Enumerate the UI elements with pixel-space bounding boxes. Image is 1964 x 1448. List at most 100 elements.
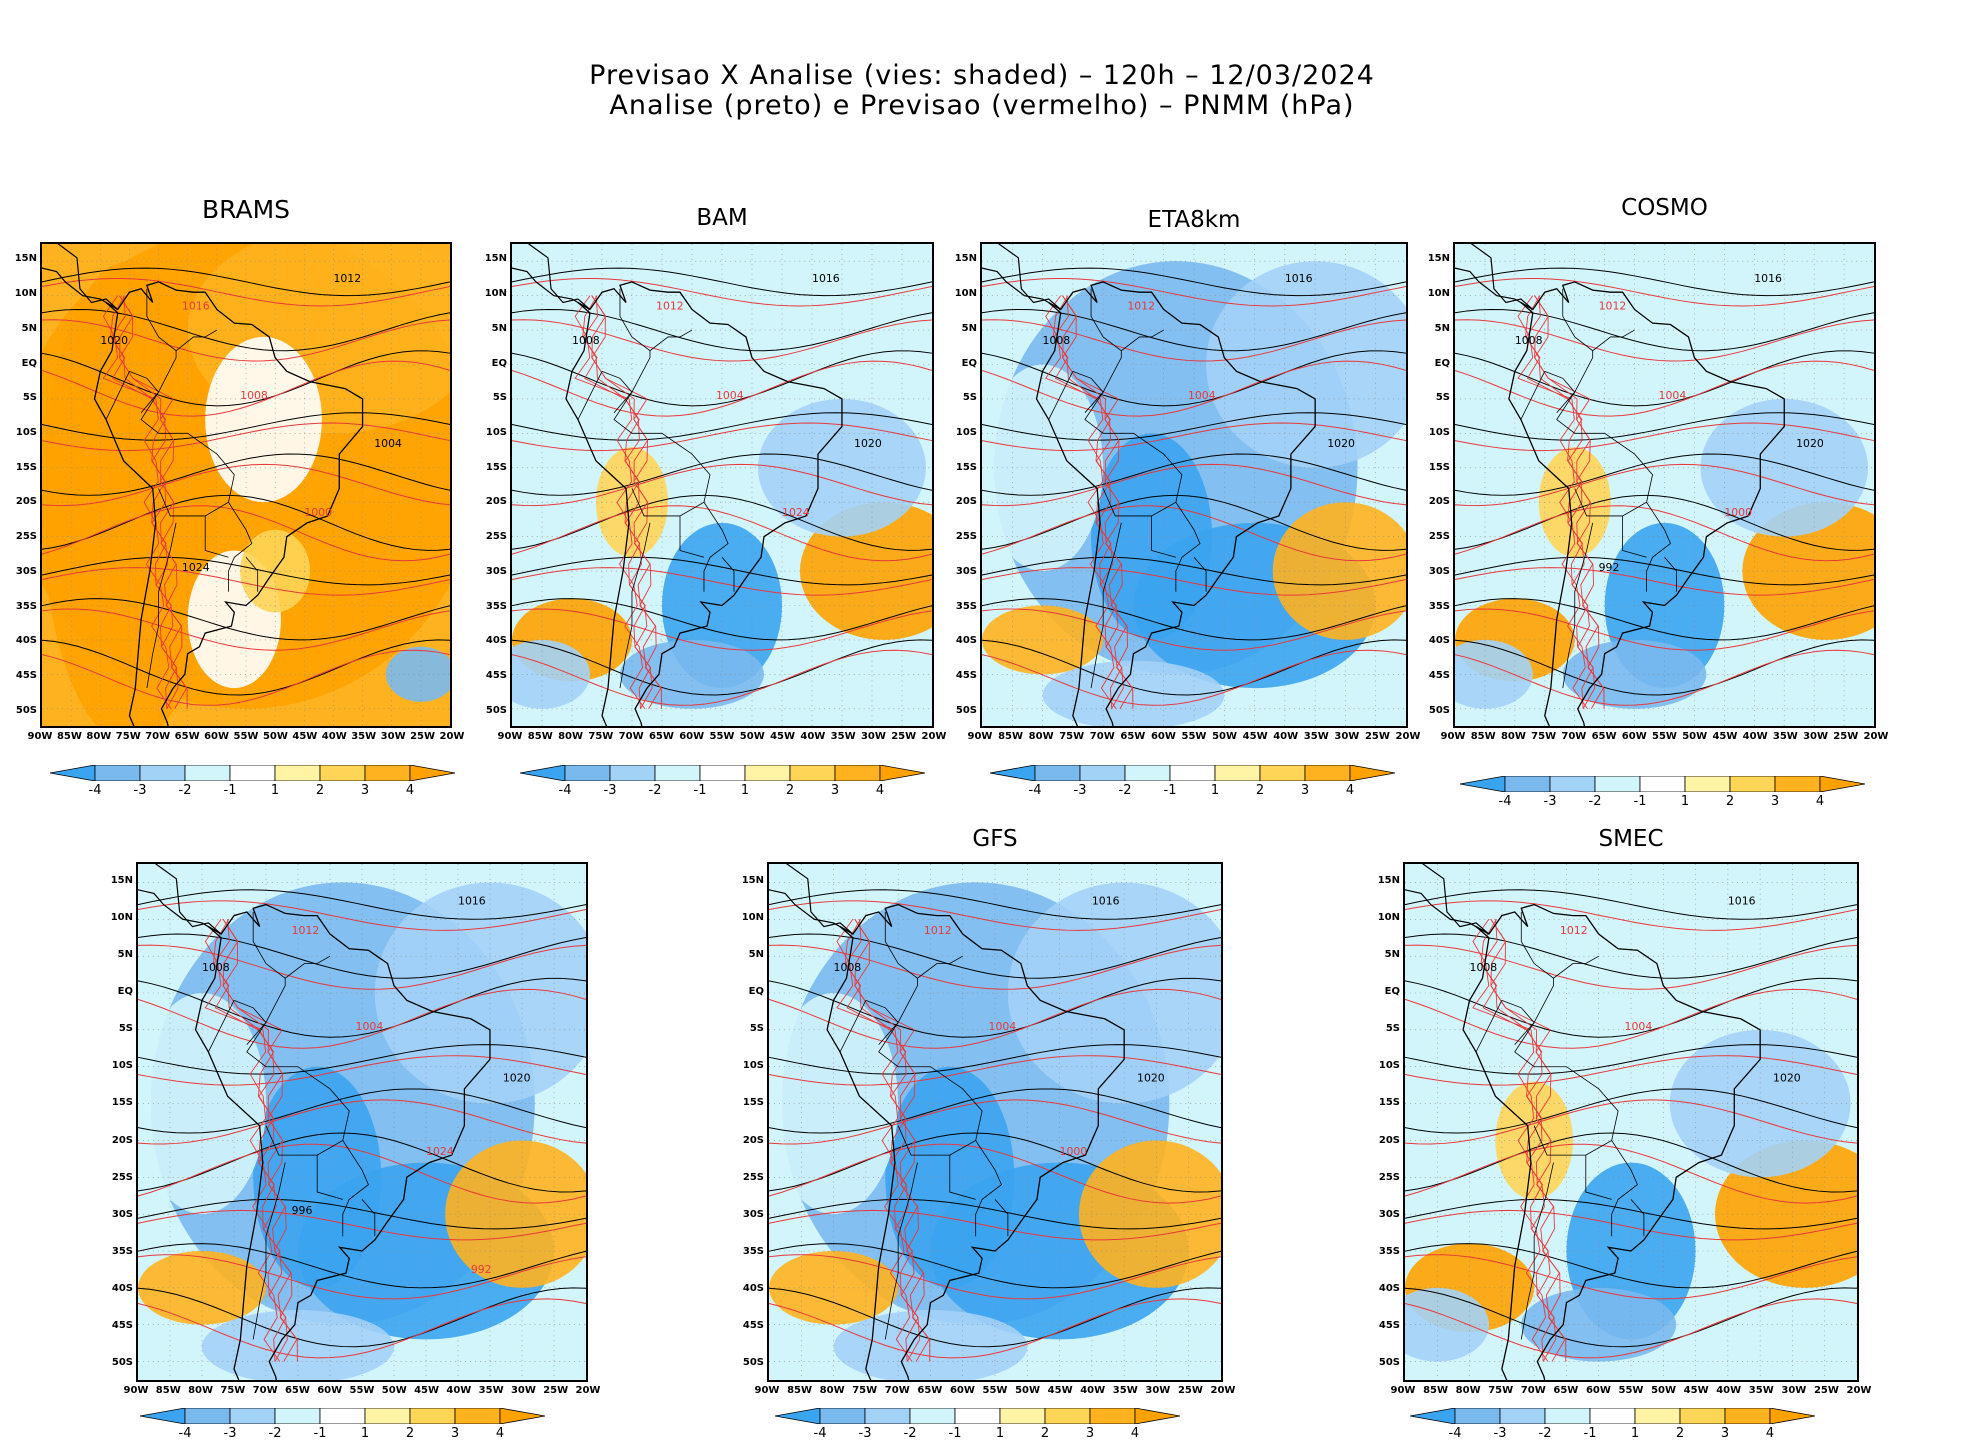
country-border [839, 1000, 867, 1053]
bias-shade-patch [1455, 639, 1533, 709]
bias-shade-patch [201, 1310, 394, 1380]
analysis-isobar [512, 639, 932, 696]
colorbar-tick-label: 3 [1770, 794, 1780, 809]
longitude-tick-label: 80W [819, 1385, 845, 1396]
latitude-tick-label: 20S [1378, 1134, 1400, 1146]
analysis-isobar [138, 1088, 586, 1134]
isobar-value-label: 1012 [1599, 299, 1627, 312]
forecast-isobar [42, 567, 450, 596]
analysis-isobar [769, 1132, 1221, 1193]
longitude-tick-label: 90W [27, 731, 53, 742]
colorbar-tick-label: 4 [495, 1426, 505, 1441]
country-border [1646, 502, 1671, 592]
latitude-tick-label: 25S [742, 1171, 764, 1183]
andes-isobar [844, 919, 919, 1362]
colorbar-tick-label: 3 [1720, 1426, 1730, 1441]
analysis-isobar [1455, 556, 1874, 586]
latitude-tick-label: 35S [15, 600, 37, 612]
colorbar-tick-label: 2 [1040, 1426, 1050, 1441]
colorbar-tick-label: -1 [1163, 783, 1177, 798]
country-border [252, 1162, 286, 1340]
isobar-value-label: 1016 [182, 299, 210, 312]
central-america-coast [512, 244, 591, 310]
south-america-coast [565, 281, 843, 726]
latitude-tick-label: 45S [111, 1320, 133, 1332]
colorbar-segment [654, 765, 701, 781]
forecast-isobar [982, 505, 1406, 562]
colorbar-segment [699, 765, 746, 781]
isobar-value-label: 1012 [1127, 299, 1155, 312]
latitude-tick-label: 30S [955, 565, 977, 577]
latitude-tick-label: 30S [111, 1208, 133, 1220]
analysis-isobar [1405, 933, 1857, 979]
analysis-isobar [769, 1287, 1221, 1348]
latitude-tick-label: 35S [111, 1246, 133, 1257]
forecast-isobar [1405, 1209, 1857, 1241]
longitude-tick-label: 20W [1210, 1385, 1236, 1396]
longitude-tick-label: 50W [739, 731, 765, 742]
panel-title: BAM [696, 205, 748, 231]
country-border [1151, 515, 1176, 558]
latitude-tick-label: 45S [742, 1320, 764, 1332]
panel-title: COSMO [1621, 195, 1708, 221]
isobar-value-label: 1008 [1515, 334, 1543, 347]
latitude-tick-label: EQ [1384, 986, 1400, 997]
analysis-isobar [769, 1243, 1221, 1289]
country-border [577, 371, 603, 420]
latitude-tick-label: 10N [954, 288, 977, 300]
country-border [105, 371, 130, 420]
colorbar-segment [1774, 776, 1821, 792]
colorbar-segment [775, 1408, 821, 1424]
bias-colorbar: -4 -3 -2 -1 1 2 3 4 [1410, 1408, 1815, 1448]
longitude-tick-label: 85W [155, 1385, 181, 1396]
colorbar-segment [499, 1408, 545, 1424]
forecast-isobar [1405, 1055, 1857, 1086]
latitude-tick-label: 10S [742, 1060, 764, 1072]
latitude-tick-label: 40S [111, 1283, 133, 1295]
colorbar-tick-label: 4 [1130, 1426, 1140, 1441]
country-border [1562, 288, 1635, 352]
analysis-isobar [982, 350, 1406, 407]
country-border [140, 350, 235, 517]
colorbar-segment [819, 1408, 866, 1424]
latitude-tick-label: 35S [1378, 1246, 1400, 1257]
longitude-tick-label: 70W [1089, 731, 1115, 742]
forecast-isobar [982, 360, 1406, 417]
map-canvas: 1016 1012 1008 1004 1020 [1405, 864, 1857, 1380]
longitude-tick-label: 60W [1621, 731, 1647, 742]
andes-isobar [222, 919, 298, 1362]
colorbar-segment [1214, 765, 1261, 781]
isobar-value-label: 1008 [1470, 961, 1498, 974]
longitude-tick-label: 65W [174, 731, 200, 742]
map-canvas: 1016 1012 1008 1004 1020 [982, 244, 1406, 726]
latitude-tick-label: 45S [1378, 1320, 1400, 1332]
latitude-tick-label: 40S [955, 635, 977, 647]
colorbar-segment [139, 765, 186, 781]
colorbar-tick-label: 4 [1815, 794, 1825, 809]
longitude-tick-label: 50W [1015, 1385, 1041, 1396]
isobar-value-label: 1012 [333, 272, 361, 285]
andes-isobar [1490, 919, 1567, 1362]
south-america-coast [826, 903, 1125, 1380]
colorbar-tick-label: -4 [178, 1426, 192, 1441]
colorbar-segment [1079, 765, 1126, 781]
andes-isobar [212, 919, 287, 1362]
colorbar-segment [1124, 765, 1171, 781]
longitude-tick-label: 75W [1531, 731, 1557, 742]
longitude-tick-label: 65W [1120, 731, 1146, 742]
longitude-tick-label: 70W [252, 1385, 278, 1396]
latitude-tick-label: 15S [742, 1097, 764, 1109]
longitude-tick-label: 35W [1112, 1385, 1138, 1396]
forecast-isobar [42, 360, 450, 417]
country-border [679, 515, 705, 558]
isobar-value-label: 1004 [1188, 389, 1216, 402]
latitude-tick-label: 50S [955, 704, 977, 716]
longitude-tick-label: 90W [1440, 731, 1466, 742]
latitude-tick-label: 20S [742, 1134, 764, 1146]
andes-isobar [854, 919, 931, 1362]
andes-isobar [1534, 295, 1605, 709]
forecast-isobar [138, 1209, 586, 1241]
latitude-tick-label: 10S [485, 426, 507, 438]
andes-isobar [110, 295, 178, 709]
latitude-tick-label: 30S [15, 565, 37, 577]
